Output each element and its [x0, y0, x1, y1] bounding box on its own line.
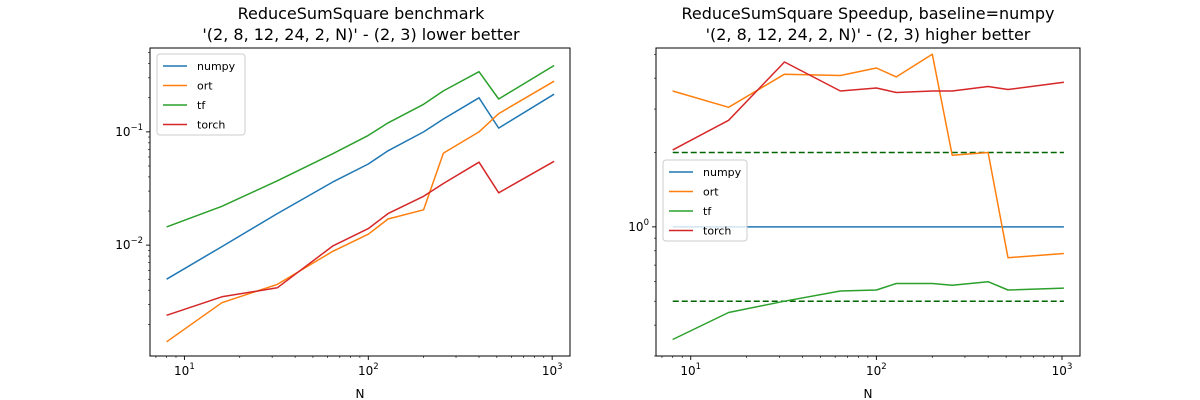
speedup-chart: ReduceSumSquare Speedup, baseline=numpy … [628, 4, 1081, 400]
series-layer [166, 64, 555, 343]
x-tick-label: 102 [358, 362, 379, 378]
chart-subtitle: '(2, 8, 12, 24, 2, N)' - (2, 3) lower be… [202, 25, 520, 44]
legend: numpy ort tf torch [662, 159, 748, 242]
legend-label-ort: ort [197, 80, 213, 93]
legend-label-torch: torch [703, 225, 731, 238]
benchmark-chart: ReduceSumSquare benchmark '(2, 8, 12, 24… [115, 4, 571, 400]
legend-box [156, 53, 246, 136]
y-tick-label: 10−1 [115, 123, 143, 139]
x-axis-label: N [356, 387, 365, 400]
series-line-torch [672, 61, 1064, 151]
tick-layer: 101 102 103 10−2 10−1 [115, 52, 563, 378]
x-tick-label: 101 [174, 362, 195, 378]
x-tick-label: 103 [1052, 362, 1073, 378]
legend: numpy ort tf torch [156, 53, 246, 136]
series-line-ort [672, 53, 1064, 259]
x-axis-label: N [864, 387, 873, 400]
x-tick-label: 103 [542, 362, 563, 378]
series-line-tf [672, 280, 1064, 341]
chart-title: ReduceSumSquare Speedup, baseline=numpy [681, 4, 1054, 23]
series-layer [672, 53, 1064, 341]
tick-layer: 101 102 103 100 [628, 53, 1073, 378]
chart-title: ReduceSumSquare benchmark [238, 4, 486, 23]
legend-label-numpy: numpy [197, 60, 236, 73]
chart-subtitle: '(2, 8, 12, 24, 2, N)' - (2, 3) higher b… [706, 25, 1031, 44]
legend-label-ort: ort [703, 186, 719, 199]
legend-label-torch: torch [197, 119, 225, 132]
legend-label-tf: tf [703, 205, 712, 218]
series-line-tf [166, 64, 555, 228]
series-line-torch [166, 160, 555, 317]
x-tick-label: 102 [866, 362, 887, 378]
y-tick-label: 10−2 [115, 236, 143, 252]
legend-box [662, 159, 748, 242]
y-tick-label: 100 [628, 218, 649, 234]
x-tick-label: 101 [680, 362, 701, 378]
series-line-numpy [166, 93, 555, 280]
legend-label-tf: tf [197, 99, 206, 112]
legend-label-numpy: numpy [703, 166, 742, 179]
